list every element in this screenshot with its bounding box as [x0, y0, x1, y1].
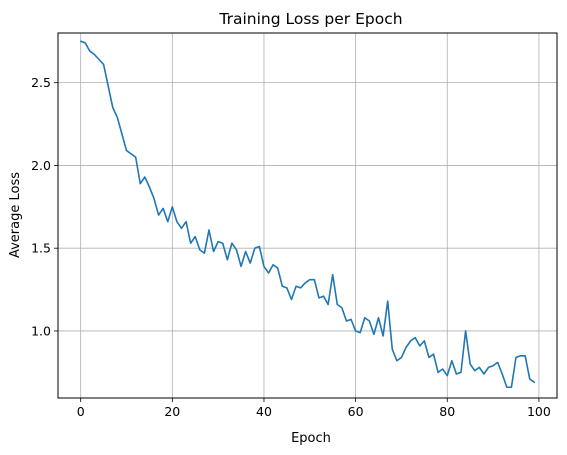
- y-tick-label: 1.0: [31, 323, 51, 338]
- loss-series-line: [79, 40, 536, 389]
- grid: [58, 33, 557, 398]
- y-tick-label: 1.5: [31, 241, 51, 256]
- x-tick-label: 100: [527, 404, 551, 419]
- x-tick-label: 80: [439, 404, 455, 419]
- y-tick-label: 2.5: [31, 75, 51, 90]
- x-tick-label: 0: [77, 404, 85, 419]
- x-axis-label: Epoch: [291, 431, 331, 446]
- chart-title: Training Loss per Epoch: [218, 10, 402, 28]
- ticks: 0 20 40 60 80 100 1.0 1.5 2.0 2.5: [31, 75, 551, 419]
- y-axis-label: Average Loss: [8, 172, 23, 258]
- series-line-group: [79, 40, 536, 389]
- x-tick-label: 60: [348, 404, 364, 419]
- x-tick-label: 20: [164, 404, 180, 419]
- x-tick-label: 40: [256, 404, 272, 419]
- y-tick-label: 2.0: [31, 158, 51, 173]
- plot-frame: [57, 32, 558, 399]
